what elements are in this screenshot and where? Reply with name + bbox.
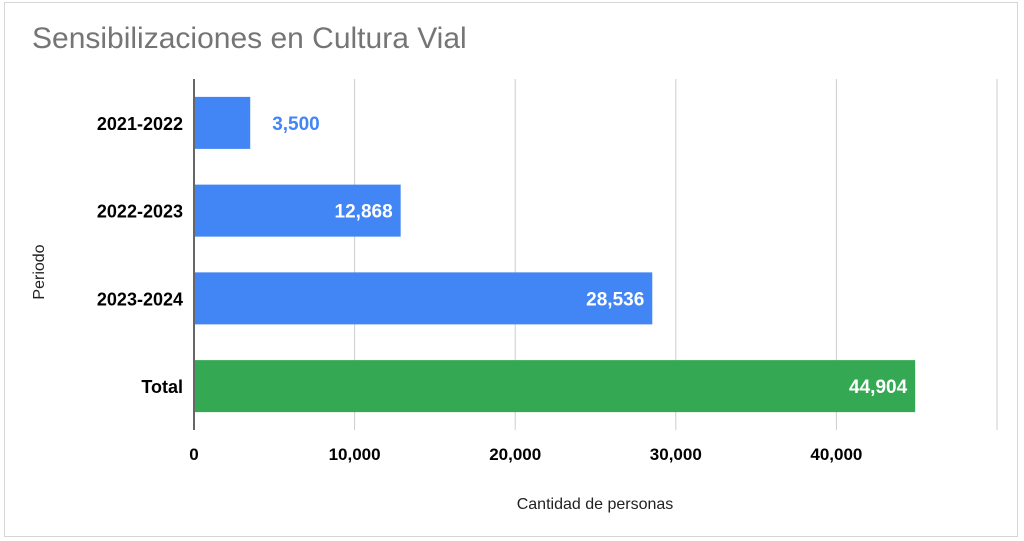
data-label: 12,868 (335, 202, 393, 223)
x-tick-labels: 0 10,000 20,000 30,000 40,000 (189, 445, 862, 464)
data-label: 3,500 (272, 114, 320, 135)
bar-2021-2022[interactable] (195, 96, 251, 149)
x-tick-label: 40,000 (810, 445, 862, 464)
bar-2022-2023[interactable] (195, 184, 401, 237)
y-tick-label: Total (141, 377, 183, 397)
x-tick-label: 10,000 (329, 445, 381, 464)
x-axis-label: Cantidad de personas (517, 496, 674, 513)
y-tick-label: 2021-2022 (97, 114, 183, 134)
y-tick-labels: 2021-2022 2022-2023 2023-2024 Total (97, 114, 183, 397)
y-tick-label: 2023-2024 (97, 289, 183, 309)
y-tick-label: 2022-2023 (97, 202, 183, 222)
x-tick-label: 20,000 (489, 445, 541, 464)
data-label: 44,904 (849, 377, 908, 398)
chart-frame (4, 2, 1018, 537)
data-labels: 3,500 12,868 28,536 44,904 (272, 114, 907, 398)
chart-title: Sensibilizaciones en Cultura Vial (32, 22, 467, 55)
x-tick-label: 0 (189, 445, 198, 464)
data-label: 28,536 (586, 289, 644, 310)
bar-total[interactable] (195, 360, 916, 413)
x-tick-label: 30,000 (650, 445, 702, 464)
bars (195, 96, 916, 413)
y-axis-label: Periodo (31, 244, 48, 299)
bar-2023-2024[interactable] (195, 272, 653, 325)
